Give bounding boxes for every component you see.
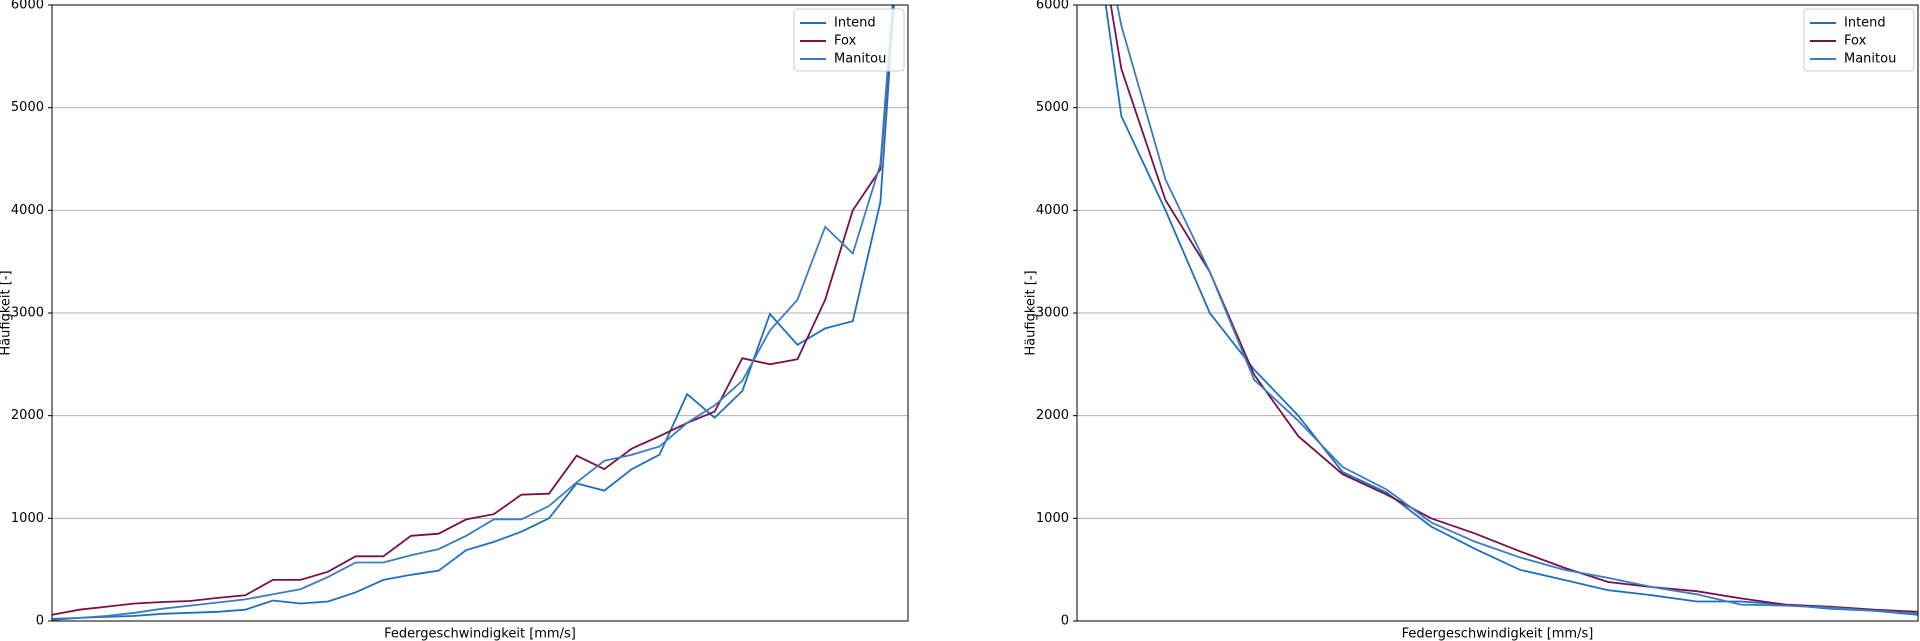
legend-label: Manitou: [1844, 52, 1896, 67]
y-axis-label: Häufigkeit [-]: [0, 270, 14, 355]
axes-frame: [1076, 4, 1919, 622]
y-tick-label: 2000: [11, 408, 44, 423]
y-tick-label: 0: [36, 614, 44, 629]
axes: 0 1000 2000 3000 4000 5000 6000 Federgeschwindi…: [1024, 0, 1919, 641]
legend-label: Intend: [1844, 16, 1886, 31]
legend: Intend Fox Manitou: [793, 8, 905, 72]
x-axis-label: Federgeschwindigkeit [mm/s]: [384, 627, 576, 641]
line-series: [1109, 5, 1918, 613]
y-axis-label: Häufigkeit [-]: [1024, 270, 1039, 355]
y-tick-label: 1000: [11, 511, 44, 526]
y-tick-label: 1000: [1036, 511, 1069, 526]
legend-box: [793, 8, 905, 72]
legend: Intend Fox Manitou: [1803, 8, 1915, 72]
line-series: [1116, 5, 1918, 615]
y-tick-label: 6000: [11, 0, 44, 13]
legend-box: [1803, 8, 1915, 72]
legend-label: Fox: [1844, 34, 1867, 49]
y-tick-label: 3000: [1036, 306, 1069, 321]
y-tick-label: 4000: [1036, 203, 1069, 218]
y-tick-label: 0: [1061, 614, 1069, 629]
y-tick-label: 5000: [1036, 100, 1069, 115]
y-tick-label: 3000: [11, 306, 44, 321]
y-tick-label: 4000: [11, 203, 44, 218]
line-series: [52, 5, 895, 620]
legend-label: Manitou: [834, 52, 886, 67]
line-series: [52, 5, 894, 616]
y-tick-label: 2000: [1036, 408, 1069, 423]
x-axis-label: Federgeschwindigkeit [mm/s]: [1402, 627, 1594, 641]
line-series: [1104, 5, 1918, 616]
y-tick-label: 5000: [11, 100, 44, 115]
legend-label: Fox: [834, 34, 857, 49]
axes-frame: [51, 4, 909, 622]
line-series: [52, 5, 894, 621]
axes: 0 1000 2000 3000 4000 5000 6000 Federgeschwindi…: [0, 0, 909, 641]
y-tick-label: 6000: [1036, 0, 1069, 13]
legend-label: Intend: [834, 16, 876, 31]
